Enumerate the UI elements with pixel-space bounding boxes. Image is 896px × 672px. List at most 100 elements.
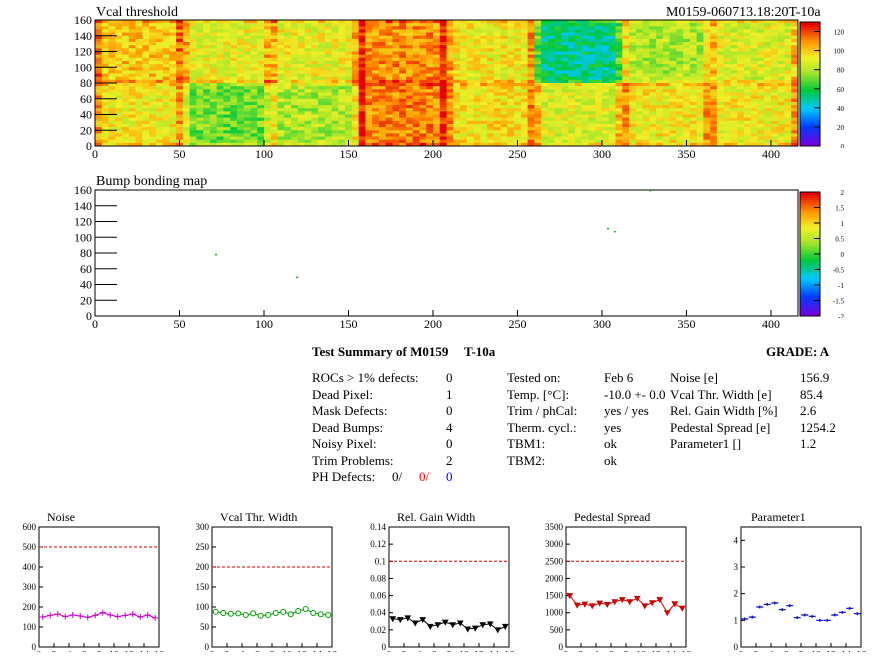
heat-cell: [743, 73, 752, 78]
heat-cell: [230, 142, 238, 147]
heat-cell: [723, 89, 731, 93]
heat-cell: [487, 130, 495, 134]
heat-cell: [493, 20, 501, 24]
heat-cell: [595, 108, 603, 112]
heat-cell: [784, 70, 792, 74]
heat-cell: [615, 114, 623, 119]
heat-cell: [345, 133, 353, 137]
heat-cell: [608, 73, 616, 78]
heat-cell: [743, 120, 752, 125]
heat-cell: [365, 48, 373, 52]
heat-cell: [514, 120, 522, 125]
heat-cell: [784, 136, 792, 141]
heat-cell: [635, 98, 643, 103]
heat-cell: [392, 123, 400, 128]
heat-cell: [209, 105, 218, 109]
heat-cell: [581, 73, 589, 78]
heat-cell: [203, 127, 211, 131]
heat-cell: [196, 23, 204, 27]
heat-cell: [777, 86, 785, 90]
heat-cell: [595, 98, 603, 103]
heat-cell: [412, 35, 420, 40]
heat-cell: [460, 139, 468, 144]
heat-cell: [95, 89, 103, 93]
heat-cell: [419, 45, 427, 49]
heat-cell: [703, 26, 711, 30]
heat-cell: [155, 133, 163, 137]
heat-cell: [703, 76, 711, 81]
heat-cell: [196, 73, 204, 78]
heat-cell: [135, 54, 143, 59]
heat-cell: [446, 123, 454, 128]
heat-cell: [203, 111, 211, 115]
heat-cell: [642, 32, 650, 37]
heat-cell: [669, 54, 677, 59]
heat-cell: [216, 130, 224, 134]
heat-cell: [209, 35, 218, 40]
heat-cell: [318, 139, 326, 144]
x-tick-label: 12: [826, 650, 836, 652]
heat-cell: [507, 83, 515, 87]
heat-cell: [162, 76, 170, 81]
heat-cell: [635, 64, 643, 68]
heat-cell: [581, 35, 589, 40]
heat-cell: [412, 57, 420, 62]
map2-colorbar: -2-1.5-1-0.500.511.52: [799, 190, 845, 318]
heat-cell: [318, 95, 326, 100]
heat-cell: [561, 45, 569, 49]
heat-cell: [581, 70, 589, 74]
heat-cell: [453, 92, 461, 96]
heat-cell: [622, 133, 630, 137]
heat-cell: [507, 76, 515, 81]
data-point: [801, 613, 809, 617]
heat-cell: [135, 29, 143, 33]
heat-cell: [291, 67, 299, 71]
heat-cell: [446, 101, 454, 106]
heat-cell: [683, 45, 691, 49]
heat-cell: [122, 73, 130, 78]
y-tick-label: 120: [74, 45, 92, 59]
heat-cell: [642, 57, 650, 62]
heat-cell: [561, 76, 569, 81]
heat-cell: [629, 117, 637, 122]
heat-cell: [311, 86, 319, 90]
heat-cell: [608, 26, 616, 30]
heat-cell: [358, 123, 366, 128]
heat-cell: [534, 142, 542, 147]
heat-cell: [108, 42, 116, 46]
heat-cell: [223, 86, 231, 90]
colorbar-band: [800, 126, 820, 130]
heat-cell: [743, 130, 752, 134]
heat-cell: [453, 117, 461, 122]
heat-cell: [236, 108, 245, 112]
heat-cell: [149, 23, 157, 27]
heat-cell: [270, 123, 278, 128]
colorbar-band: [800, 306, 820, 310]
heat-cell: [629, 89, 637, 93]
heat-cell: [547, 139, 556, 144]
heat-cell: [250, 54, 258, 59]
heat-cell: [737, 139, 745, 144]
heat-cell: [615, 29, 623, 33]
heat-cell: [284, 64, 292, 68]
heat-cell: [351, 95, 360, 100]
heat-cell: [629, 105, 637, 109]
heat-cell: [101, 76, 109, 81]
summary-mid-value: ok: [604, 452, 617, 468]
colorbar-band: [800, 196, 820, 200]
heat-cell: [784, 105, 792, 109]
heat-cell: [128, 20, 136, 24]
heat-cell: [250, 92, 258, 96]
heat-cell: [426, 139, 434, 144]
heat-cell: [716, 92, 725, 96]
heat-cell: [669, 51, 677, 56]
heat-cell: [743, 64, 752, 68]
heat-cell: [419, 48, 427, 52]
heat-cell: [108, 142, 116, 147]
heat-cell: [385, 83, 393, 87]
heat-cell: [176, 133, 184, 137]
heat-cell: [243, 92, 251, 96]
colorbar-band: [800, 241, 820, 245]
heat-cell: [392, 133, 400, 137]
heat-cell: [764, 32, 772, 37]
